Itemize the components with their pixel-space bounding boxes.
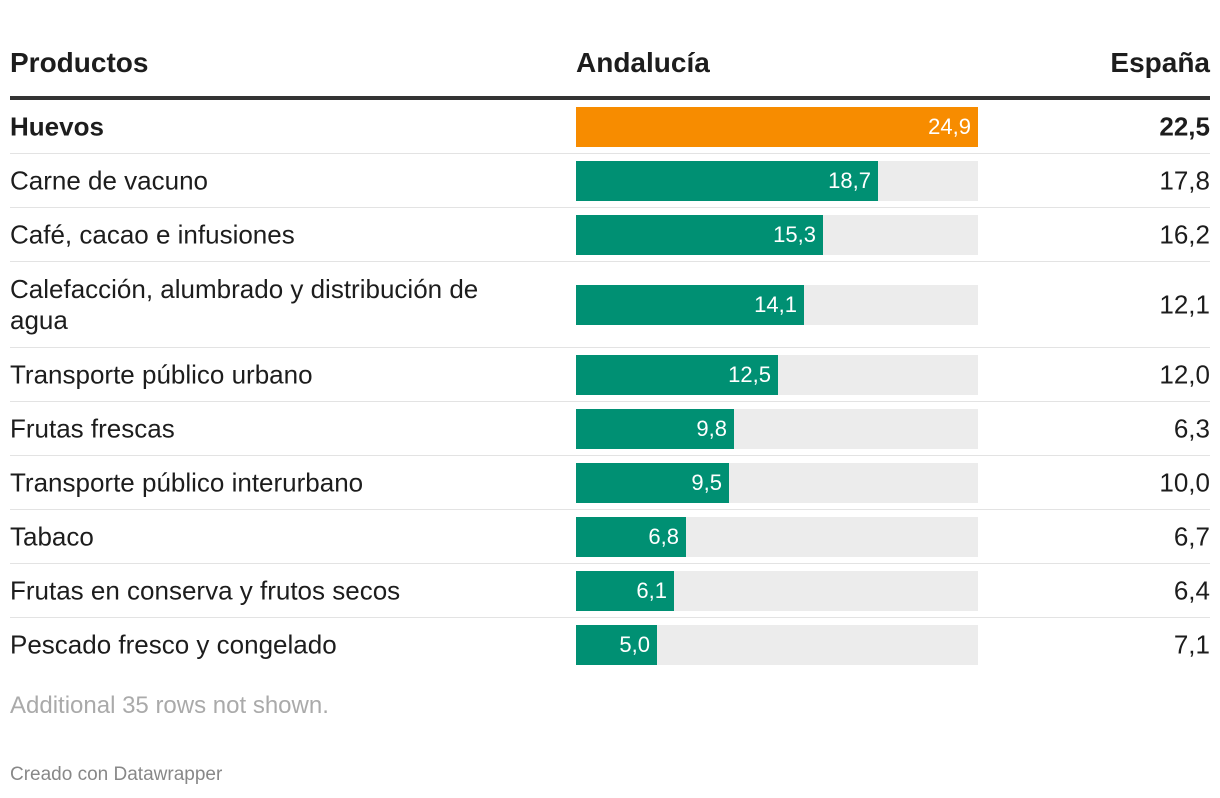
table-row: Transporte público interurbano 9,5 10,0: [10, 456, 1210, 510]
product-name: Huevos: [10, 111, 104, 141]
product-name: Frutas frescas: [10, 413, 175, 443]
header-productos[interactable]: Productos: [10, 47, 149, 78]
header-andalucia[interactable]: Andalucía: [576, 47, 710, 78]
andalucia-bar: 14,1: [576, 284, 804, 325]
andalucia-value-label: 5,0: [619, 632, 650, 657]
data-table: Productos Andalucía España Huevos 24,9 22,…: [10, 0, 1210, 672]
espana-value: 12,1: [1159, 289, 1210, 319]
andalucia-bar: 6,1: [576, 570, 674, 611]
andalucia-value-label: 24,9: [928, 113, 971, 139]
table-header: Productos Andalucía España: [10, 0, 1210, 100]
andalucia-value-label: 6,1: [636, 577, 667, 603]
header-espana[interactable]: España: [1110, 47, 1210, 78]
andalucia-bar-track: 9,8: [576, 408, 978, 449]
product-name: Café, cacao e infusiones: [10, 219, 295, 249]
andalucia-bar-track: 9,5: [576, 462, 978, 503]
espana-value: 7,1: [1173, 629, 1210, 660]
andalucia-bar: 15,3: [576, 214, 823, 255]
andalucia-value-label: 6,8: [648, 523, 679, 549]
espana-value: 22,5: [1159, 111, 1210, 141]
table-row: Calefacción, alumbrado y distribución de…: [10, 262, 1210, 348]
andalucia-bar-track: 6,8: [576, 516, 978, 557]
espana-value: 6,7: [1173, 521, 1210, 551]
andalucia-bar: 18,7: [576, 160, 878, 201]
andalucia-bar-track: 24,9: [576, 106, 978, 147]
espana-value: 12,0: [1159, 359, 1210, 389]
datawrapper-credit: Creado con Datawrapper: [10, 764, 223, 785]
product-name: Carne de vacuno: [10, 165, 209, 195]
espana-value: 6,4: [1173, 575, 1210, 605]
andalucia-bar: 9,5: [576, 462, 729, 503]
product-name: Frutas en conserva y frutos secos: [10, 575, 401, 605]
andalucia-bar-track: 6,1: [576, 570, 978, 611]
andalucia-value-label: 12,5: [728, 361, 771, 387]
andalucia-value-label: 9,8: [696, 415, 727, 441]
andalucia-bar-track: 18,7: [576, 160, 978, 201]
table-row: Tabaco 6,8 6,7: [10, 510, 1210, 564]
table-row: Transporte público urbano 12,5 12,0: [10, 348, 1210, 402]
espana-value: 17,8: [1159, 165, 1210, 195]
andalucia-bar: 9,8: [576, 408, 734, 449]
andalucia-bar-track: 15,3: [576, 214, 978, 255]
andalucia-bar-track: 14,1: [576, 284, 978, 325]
product-name: Pescado fresco y congelado: [10, 629, 337, 660]
table-row: Café, cacao e infusiones 15,3 16,2: [10, 208, 1210, 262]
product-name: Transporte público interurbano: [10, 467, 364, 497]
table-row: Pescado fresco y congelado 5,0 7,1: [10, 618, 1210, 672]
andalucia-bar: 24,9: [576, 106, 978, 147]
andalucia-bar: 12,5: [576, 354, 778, 395]
table-body: Huevos 24,9 22,5 Carne de vacuno 18,7 17,8 Caf…: [10, 100, 1210, 672]
rows-not-shown-note: Additional 35 rows not shown.: [10, 692, 329, 719]
table-row: Frutas en conserva y frutos secos 6,1 6,4: [10, 564, 1210, 618]
table-row: Carne de vacuno 18,7 17,8: [10, 154, 1210, 208]
andalucia-bar: 6,8: [576, 516, 686, 557]
andalucia-value-label: 15,3: [773, 221, 816, 247]
andalucia-bar: 5,0: [576, 625, 657, 665]
table-row: Huevos 24,9 22,5: [10, 100, 1210, 154]
espana-value: 10,0: [1159, 467, 1210, 497]
product-name: Tabaco: [10, 521, 94, 551]
andalucia-bar-track: 5,0: [576, 625, 978, 665]
andalucia-value-label: 9,5: [691, 469, 722, 495]
product-name: Calefacción, alumbrado y distribución de…: [10, 273, 479, 335]
espana-value: 6,3: [1173, 413, 1210, 443]
andalucia-value-label: 18,7: [828, 167, 871, 193]
andalucia-bar-track: 12,5: [576, 354, 978, 395]
product-name: Transporte público urbano: [10, 359, 313, 389]
table-row: Frutas frescas 9,8 6,3: [10, 402, 1210, 456]
espana-value: 16,2: [1159, 219, 1210, 249]
andalucia-value-label: 14,1: [754, 291, 797, 317]
